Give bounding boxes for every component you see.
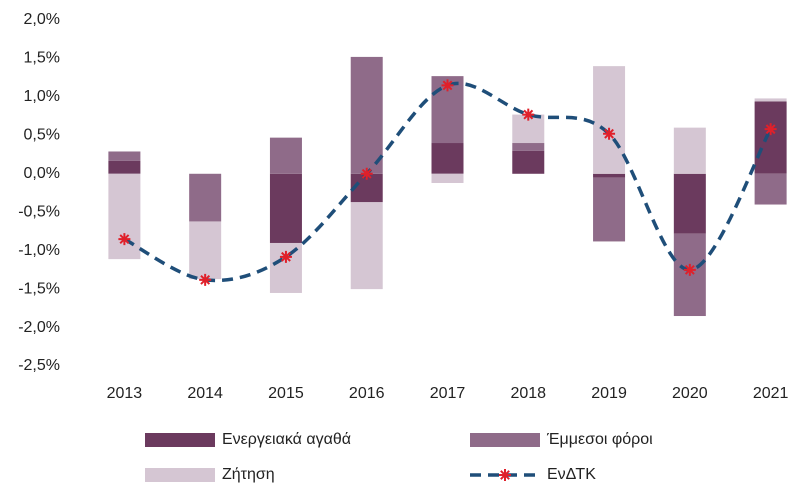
bar-segment: [593, 66, 626, 174]
x-tick-label: 2019: [591, 385, 627, 402]
bar-segment: [350, 56, 383, 174]
line: [123, 81, 773, 283]
legend-label: Ενεργειακά αγαθά: [222, 431, 351, 448]
bar-segment: [754, 101, 787, 174]
x-tick-label: 2017: [430, 385, 466, 402]
bar-segment: [189, 173, 222, 222]
bar-segment: [269, 137, 302, 174]
marker: [603, 127, 616, 140]
bar-segment: [108, 173, 141, 260]
marker: [764, 123, 777, 136]
y-tick-label: -2,0%: [18, 319, 60, 336]
x-tick-label: 2016: [349, 385, 385, 402]
marker: [199, 273, 212, 286]
bar-segment: [269, 173, 302, 243]
marker: [522, 108, 535, 121]
y-tick-label: -0,5%: [18, 203, 60, 220]
marker: [360, 167, 373, 180]
marker: [441, 79, 454, 92]
legend-label: ΕνΔΤΚ: [547, 466, 596, 483]
bar-segment: [754, 173, 787, 205]
bar-segment: [189, 221, 222, 280]
bar-segment: [512, 143, 545, 151]
y-tick-label: 1,5%: [24, 50, 60, 67]
bar-segment: [108, 151, 141, 161]
x-tick-label: 2014: [187, 385, 223, 402]
bar-segment: [754, 98, 787, 102]
legend-marker: [499, 469, 511, 481]
legend-swatch: [470, 433, 540, 447]
x-tick-label: 2018: [510, 385, 546, 402]
x-tick-label: 2013: [107, 385, 143, 402]
bar-segment: [593, 177, 626, 242]
legend-label: Έμμεσοι φόροι: [546, 431, 653, 448]
y-tick-label: 0,0%: [24, 165, 60, 182]
bar-segment: [350, 202, 383, 290]
x-tick-label: 2021: [753, 385, 789, 402]
y-tick-label: -1,0%: [18, 242, 60, 259]
bar-segment: [431, 143, 464, 174]
marker: [118, 233, 131, 246]
bar-segment: [108, 160, 141, 174]
y-tick-label: 2,0%: [24, 11, 60, 28]
bar-segment: [512, 150, 545, 174]
y-tick-label: -1,5%: [18, 280, 60, 297]
bar-segment: [431, 173, 464, 184]
bar-segment: [673, 173, 706, 234]
legend-swatch: [145, 468, 215, 482]
y-tick-label: -2,5%: [18, 357, 60, 374]
marker: [683, 263, 696, 276]
y-tick-label: 0,5%: [24, 127, 60, 144]
legend-label: Ζήτηση: [222, 466, 275, 483]
legend-swatch: [145, 433, 215, 447]
bar-segment: [593, 173, 626, 178]
x-tick-label: 2020: [672, 385, 708, 402]
x-tick-label: 2015: [268, 385, 304, 402]
bar-segment: [673, 127, 706, 174]
y-tick-label: 1,0%: [24, 88, 60, 105]
marker: [279, 250, 292, 263]
